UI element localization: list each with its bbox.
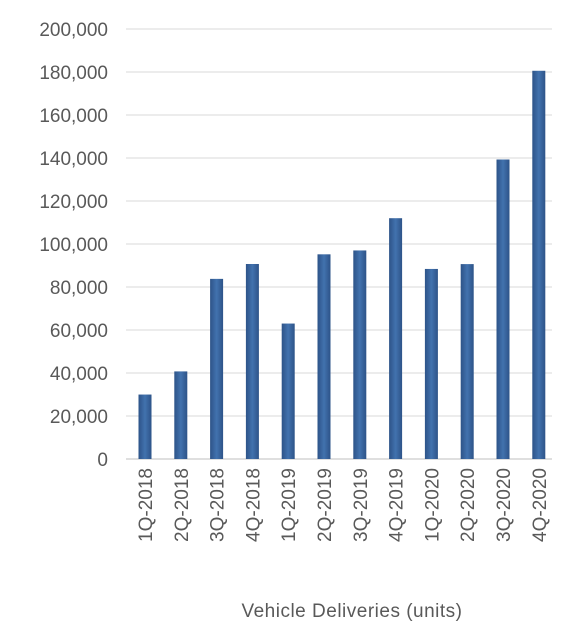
y-axis-tick-labels: 0 20,000 40,000 60,000 80,000 100,000 120,000 1… [39,20,108,471]
bar-1Q-2020 [424,268,438,459]
bar-1Q-2019 [281,323,295,459]
x-tick-label: 3Q-2020 [494,468,515,542]
bar-3Q-2020 [496,159,510,459]
bar-4Q-2020 [532,70,546,459]
y-tick-label: 200,000 [39,20,108,41]
x-axis-title: Vehicle Deliveries (units) [241,601,462,622]
x-tick-label: 4Q-2019 [387,468,408,542]
x-tick-label: 3Q-2018 [208,468,229,542]
bar-4Q-2018 [245,263,259,459]
y-tick-label: 120,000 [39,192,108,213]
x-tick-label: 1Q-2018 [136,468,157,542]
y-tick-label: 160,000 [39,106,108,127]
bars [138,70,546,459]
y-tick-label: 140,000 [39,149,108,170]
y-tick-label: 60,000 [50,321,108,342]
bar-2Q-2020 [460,264,474,459]
bar-1Q-2018 [138,394,152,459]
y-tick-label: 40,000 [50,364,108,385]
y-tick-label: 20,000 [50,407,108,428]
bar-2Q-2018 [174,371,188,459]
bar-3Q-2018 [210,278,224,459]
x-tick-label: 2Q-2019 [315,468,336,542]
bar-2Q-2019 [317,254,331,459]
x-tick-label: 1Q-2019 [279,468,300,542]
x-tick-label: 2Q-2018 [172,468,193,542]
x-tick-label: 3Q-2019 [351,468,372,542]
y-tick-label: 100,000 [39,235,108,256]
x-tick-label: 2Q-2020 [458,468,479,542]
y-tick-label: 80,000 [50,278,108,299]
x-tick-label: 4Q-2020 [530,468,551,542]
y-tick-label: 0 [97,450,108,471]
y-tick-label: 180,000 [39,63,108,84]
bar-4Q-2019 [389,218,403,459]
x-axis-tick-labels: 1Q-2018 2Q-2018 3Q-2018 4Q-2018 1Q-2019 2Q-20… [136,468,551,542]
bar-3Q-2019 [353,250,367,459]
x-tick-label: 1Q-2020 [422,468,443,542]
gridlines [126,28,552,460]
x-tick-label: 4Q-2018 [243,468,264,542]
